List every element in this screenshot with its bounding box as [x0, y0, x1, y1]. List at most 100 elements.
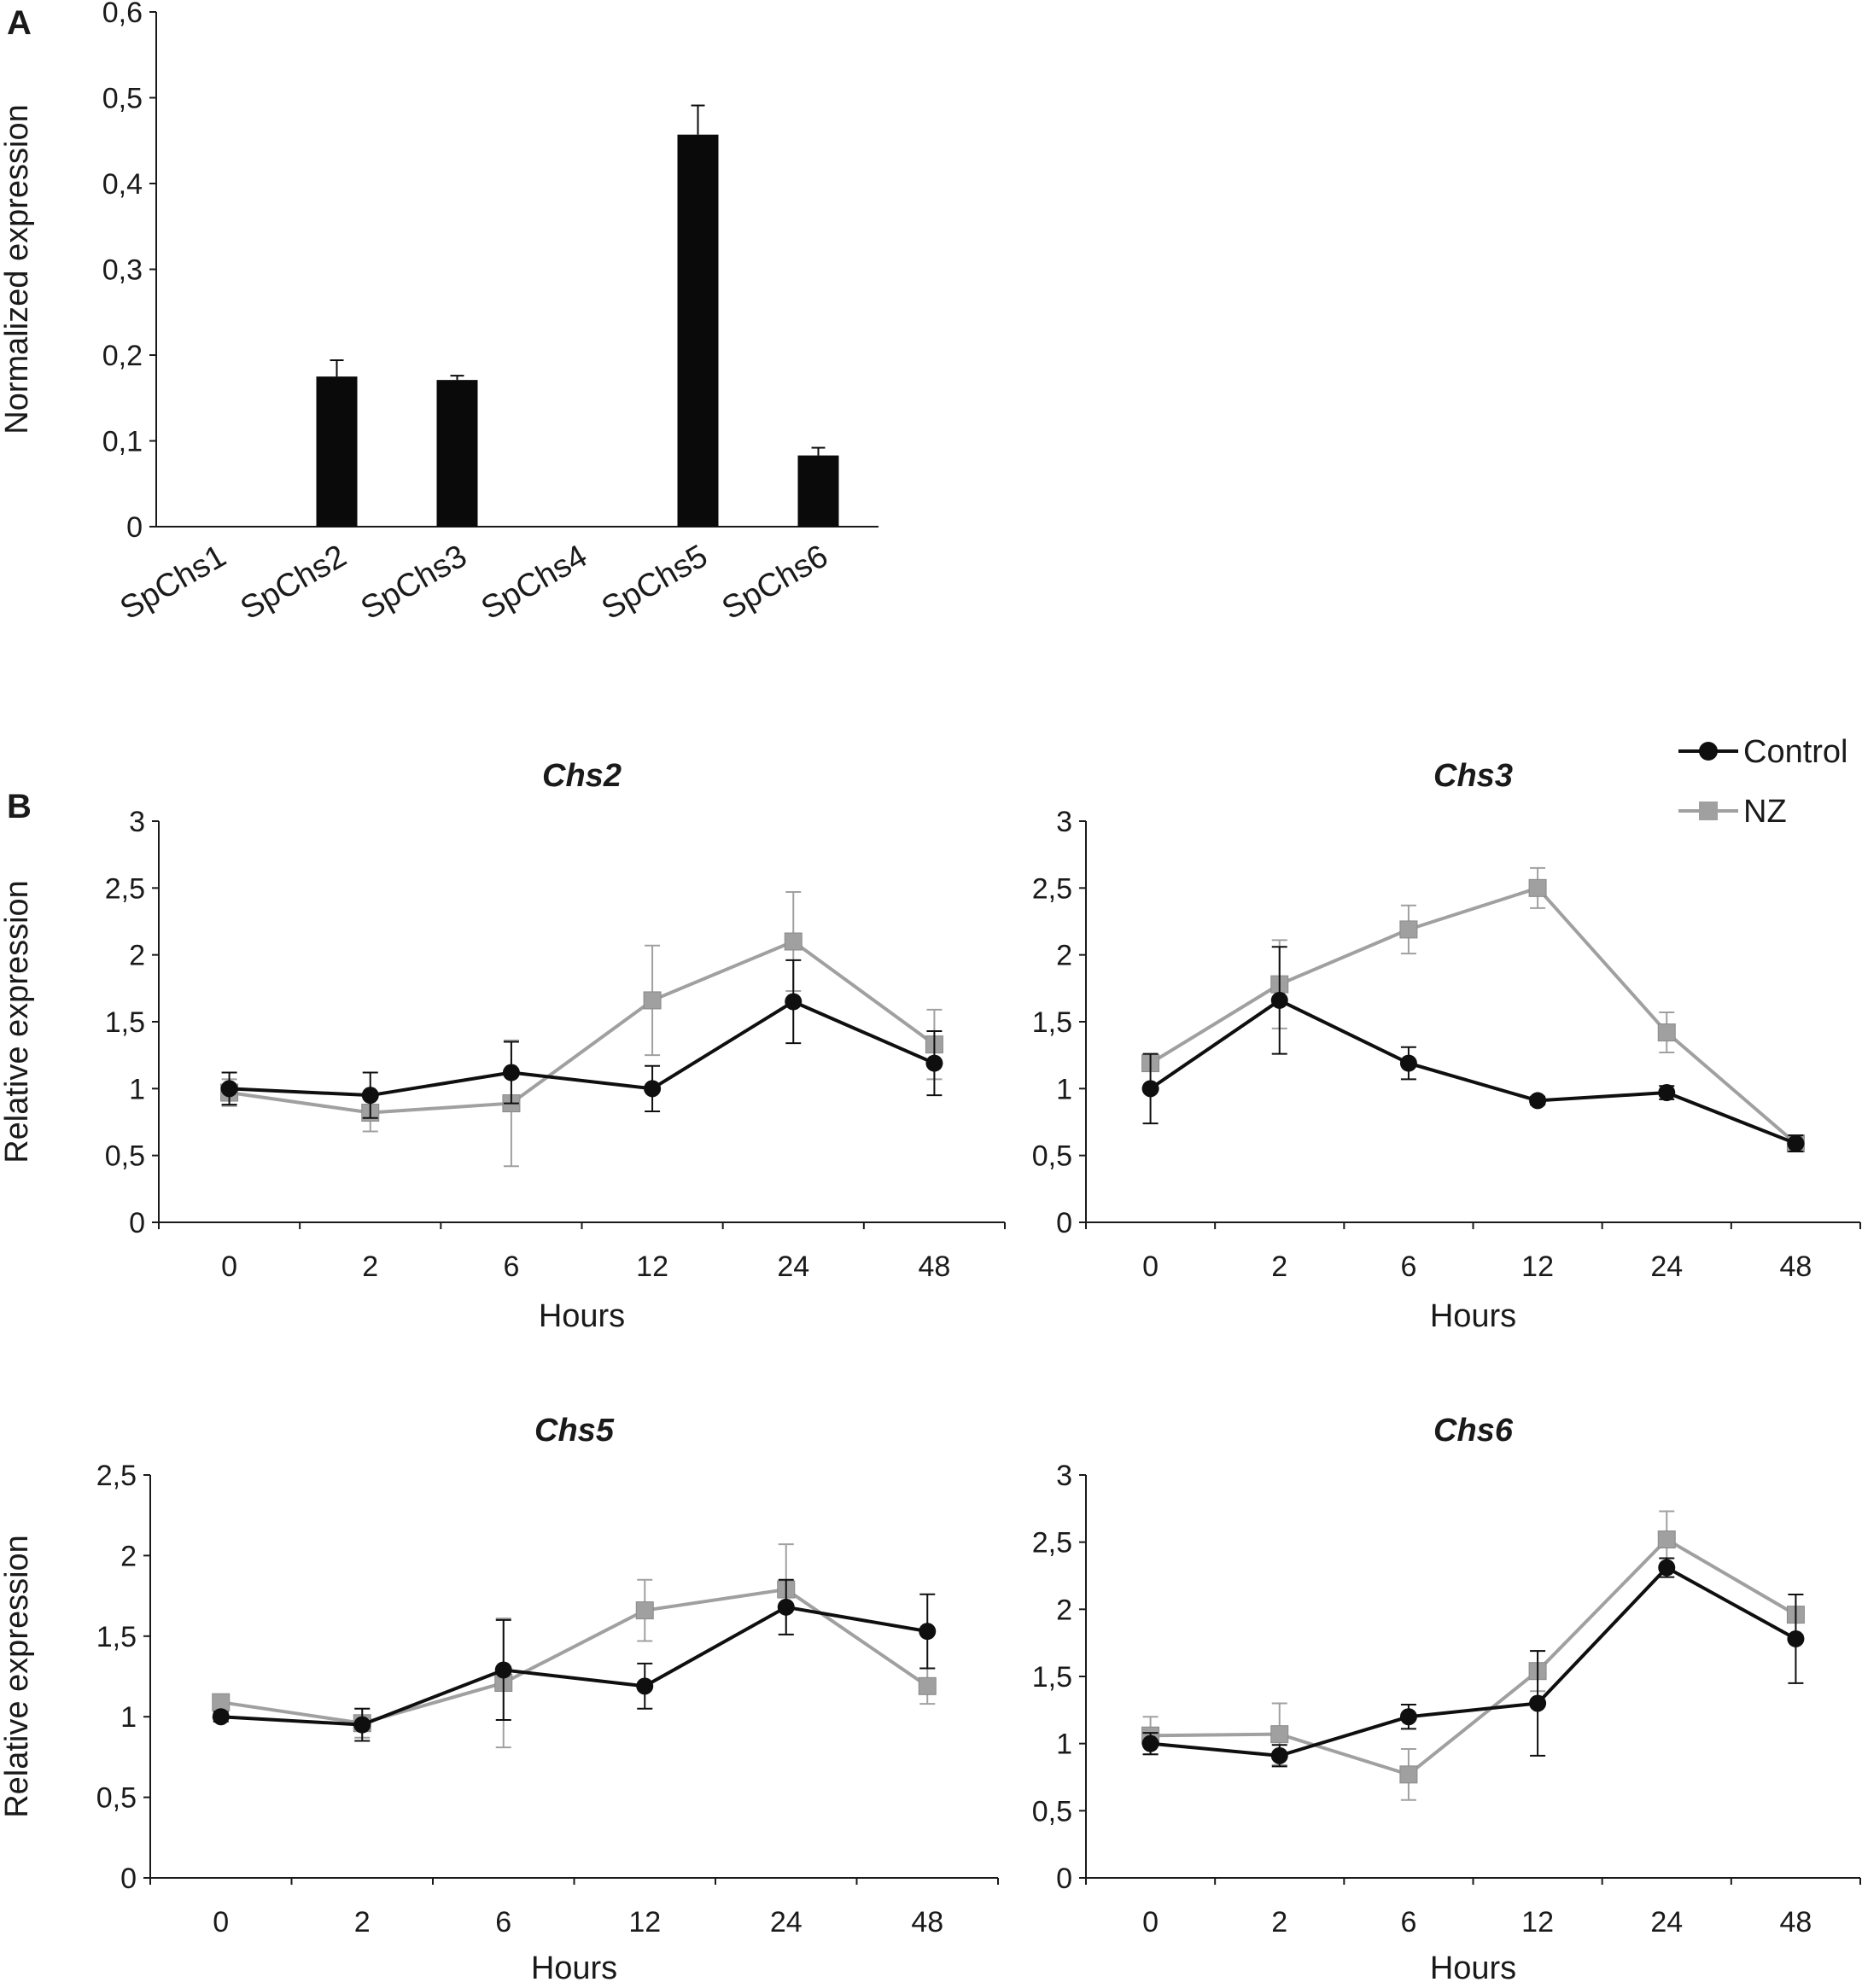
point-nz-chs2 — [784, 932, 803, 951]
x-tick-label-chs6: 6 — [1400, 1906, 1416, 1938]
point-nz-chs6 — [1657, 1530, 1676, 1549]
point-control-chs6 — [1787, 1629, 1805, 1647]
x-tick-label-chs3: 6 — [1400, 1251, 1416, 1283]
legend: Control NZ — [1678, 734, 1848, 830]
point-control-chs6 — [1141, 1734, 1159, 1752]
y-tick-label-chs6: 1 — [1056, 1729, 1072, 1761]
y-tick-label-chs5: 1 — [120, 1701, 137, 1734]
y-tick-label-a: 0 — [126, 511, 143, 544]
point-control-chs2 — [361, 1087, 379, 1105]
y-tick-label-chs3: 2 — [1056, 940, 1072, 972]
x-tick-label-SpChs5: SpChs5 — [596, 538, 714, 627]
point-nz-chs6 — [1399, 1765, 1418, 1784]
x-tick-label-chs6: 2 — [1271, 1906, 1287, 1938]
y-tick-label-a: 0,3 — [102, 254, 143, 287]
point-nz-chs3 — [1399, 920, 1418, 939]
point-control-chs2 — [785, 993, 803, 1011]
x-tick-label-chs2: 2 — [362, 1251, 378, 1283]
y-tick-label-a: 0,4 — [102, 168, 143, 201]
y-tick-label-chs6: 2 — [1056, 1594, 1072, 1626]
y-tick-label-chs2: 2 — [129, 940, 145, 972]
x-tick-label-chs5: 6 — [495, 1906, 511, 1938]
point-control-chs2 — [644, 1080, 662, 1098]
point-nz-chs3 — [1528, 878, 1547, 897]
point-control-chs3 — [1787, 1134, 1805, 1152]
panel-label-b: B — [7, 788, 32, 825]
series-line-nz-chs2 — [229, 940, 936, 1115]
x-tick-label-chs5: 2 — [354, 1906, 371, 1938]
point-control-chs5 — [777, 1598, 795, 1616]
chart-title-chs6: Chs6 — [1433, 1413, 1514, 1449]
x-tick-label-SpChs2: SpChs2 — [235, 538, 353, 627]
point-control-chs2 — [925, 1054, 943, 1072]
y-tick-label-chs3: 1 — [1056, 1073, 1072, 1105]
bar-SpChs2 — [316, 376, 358, 527]
y-tick-label-chs6: 1,5 — [1032, 1661, 1072, 1694]
x-tick-label-chs3: 48 — [1780, 1251, 1812, 1283]
x-tick-label-SpChs4: SpChs4 — [476, 538, 593, 627]
point-control-chs3 — [1141, 1080, 1159, 1098]
x-tick-label-chs6: 12 — [1521, 1906, 1554, 1938]
x-tick-label-chs3: 12 — [1521, 1251, 1554, 1283]
y-tick-label-chs3: 2,5 — [1032, 872, 1072, 905]
point-control-chs5 — [494, 1661, 512, 1679]
chart-title-chs5: Chs5 — [534, 1413, 615, 1449]
x-tick-label-SpChs3: SpChs3 — [355, 538, 473, 627]
point-control-chs5 — [212, 1708, 230, 1726]
point-nz-chs5 — [635, 1601, 654, 1620]
point-control-chs5 — [636, 1677, 654, 1695]
y-tick-label-chs5: 2,5 — [96, 1460, 137, 1492]
x-axis-title-chs6: Hours — [1430, 1950, 1516, 1986]
y-tick-label-chs6: 0 — [1056, 1863, 1072, 1895]
chart-panel-a: 0 0,1 0,2 0,3 0,4 0,5 0,6 Normalized expression… — [0, 0, 878, 627]
legend-nz-label: NZ — [1743, 794, 1787, 830]
y-tick-label-chs3: 1,5 — [1032, 1006, 1072, 1039]
y-tick-label-chs2: 3 — [129, 806, 145, 838]
x-tick-label-chs6: 48 — [1780, 1906, 1812, 1938]
x-axis-title-chs3: Hours — [1430, 1298, 1516, 1334]
legend-nz-marker — [1699, 802, 1718, 820]
y-tick-label-chs5: 0,5 — [96, 1782, 137, 1815]
series-line-control-chs5 — [220, 1605, 928, 1727]
x-tick-label-chs6: 24 — [1650, 1906, 1683, 1938]
chart-panel-chs6: 0 0,5 1 1,5 2 2,5 3 0 2 6 12 24 48 Hours Chs6 — [1032, 1413, 1861, 1986]
x-tick-label-chs3: 0 — [1142, 1251, 1159, 1283]
x-tick-label-chs5: 48 — [911, 1906, 943, 1938]
y-tick-label-chs5: 2 — [120, 1540, 137, 1572]
bar-SpChs5 — [677, 134, 719, 527]
point-control-chs2 — [502, 1064, 520, 1081]
point-control-chs3 — [1529, 1092, 1547, 1110]
y-tick-label-chs2: 1,5 — [105, 1006, 145, 1039]
x-tick-label-chs5: 24 — [770, 1906, 803, 1938]
series-line-nz-chs5 — [220, 1588, 929, 1725]
point-control-chs3 — [1399, 1054, 1417, 1072]
y-tick-label-chs3: 0,5 — [1032, 1140, 1072, 1173]
point-nz-chs3 — [1657, 1023, 1676, 1042]
x-tick-label-chs2: 24 — [777, 1251, 809, 1283]
y-tick-label-chs6: 2,5 — [1032, 1527, 1072, 1560]
chart-panel-chs2: 0 0,5 1 1,5 2 2,5 3 0 2 6 12 24 48 Hours Chs2 Relative … — [0, 758, 1006, 1334]
chart-title-chs2: Chs2 — [542, 758, 622, 794]
x-axis-title-chs2: Hours — [539, 1298, 625, 1334]
y-axis-title-a: Normalized expression — [0, 104, 35, 434]
x-tick-label-chs2: 12 — [636, 1251, 668, 1283]
point-control-chs6 — [1270, 1746, 1288, 1764]
y-tick-label-a: 0,6 — [102, 0, 143, 29]
chart-panel-chs5: 0 0,5 1 1,5 2 2,5 0 2 6 12 24 48 Hours Chs5 Relative e… — [0, 1413, 999, 1986]
y-tick-label-a: 0,2 — [102, 340, 143, 372]
series-line-nz-chs6 — [1150, 1537, 1797, 1776]
x-tick-label-chs6: 0 — [1142, 1906, 1159, 1938]
point-nz-chs2 — [643, 991, 662, 1010]
legend-control-marker — [1699, 742, 1718, 761]
point-control-chs3 — [1658, 1084, 1676, 1102]
y-axis-title-chs2: Relative expression — [0, 880, 35, 1163]
y-tick-label-chs6: 3 — [1056, 1460, 1072, 1492]
chart-panel-chs3: 0 0,5 1 1,5 2 2,5 3 0 2 6 12 24 48 Hours Chs3 — [1032, 758, 1861, 1334]
point-control-chs6 — [1658, 1559, 1676, 1577]
x-tick-label-chs2: 48 — [919, 1251, 951, 1283]
series-line-control-chs6 — [1150, 1565, 1797, 1758]
point-nz-chs5 — [918, 1676, 937, 1695]
x-tick-label-chs5: 12 — [628, 1906, 661, 1938]
series-line-control-chs3 — [1149, 998, 1797, 1146]
legend-control-label: Control — [1743, 734, 1848, 770]
